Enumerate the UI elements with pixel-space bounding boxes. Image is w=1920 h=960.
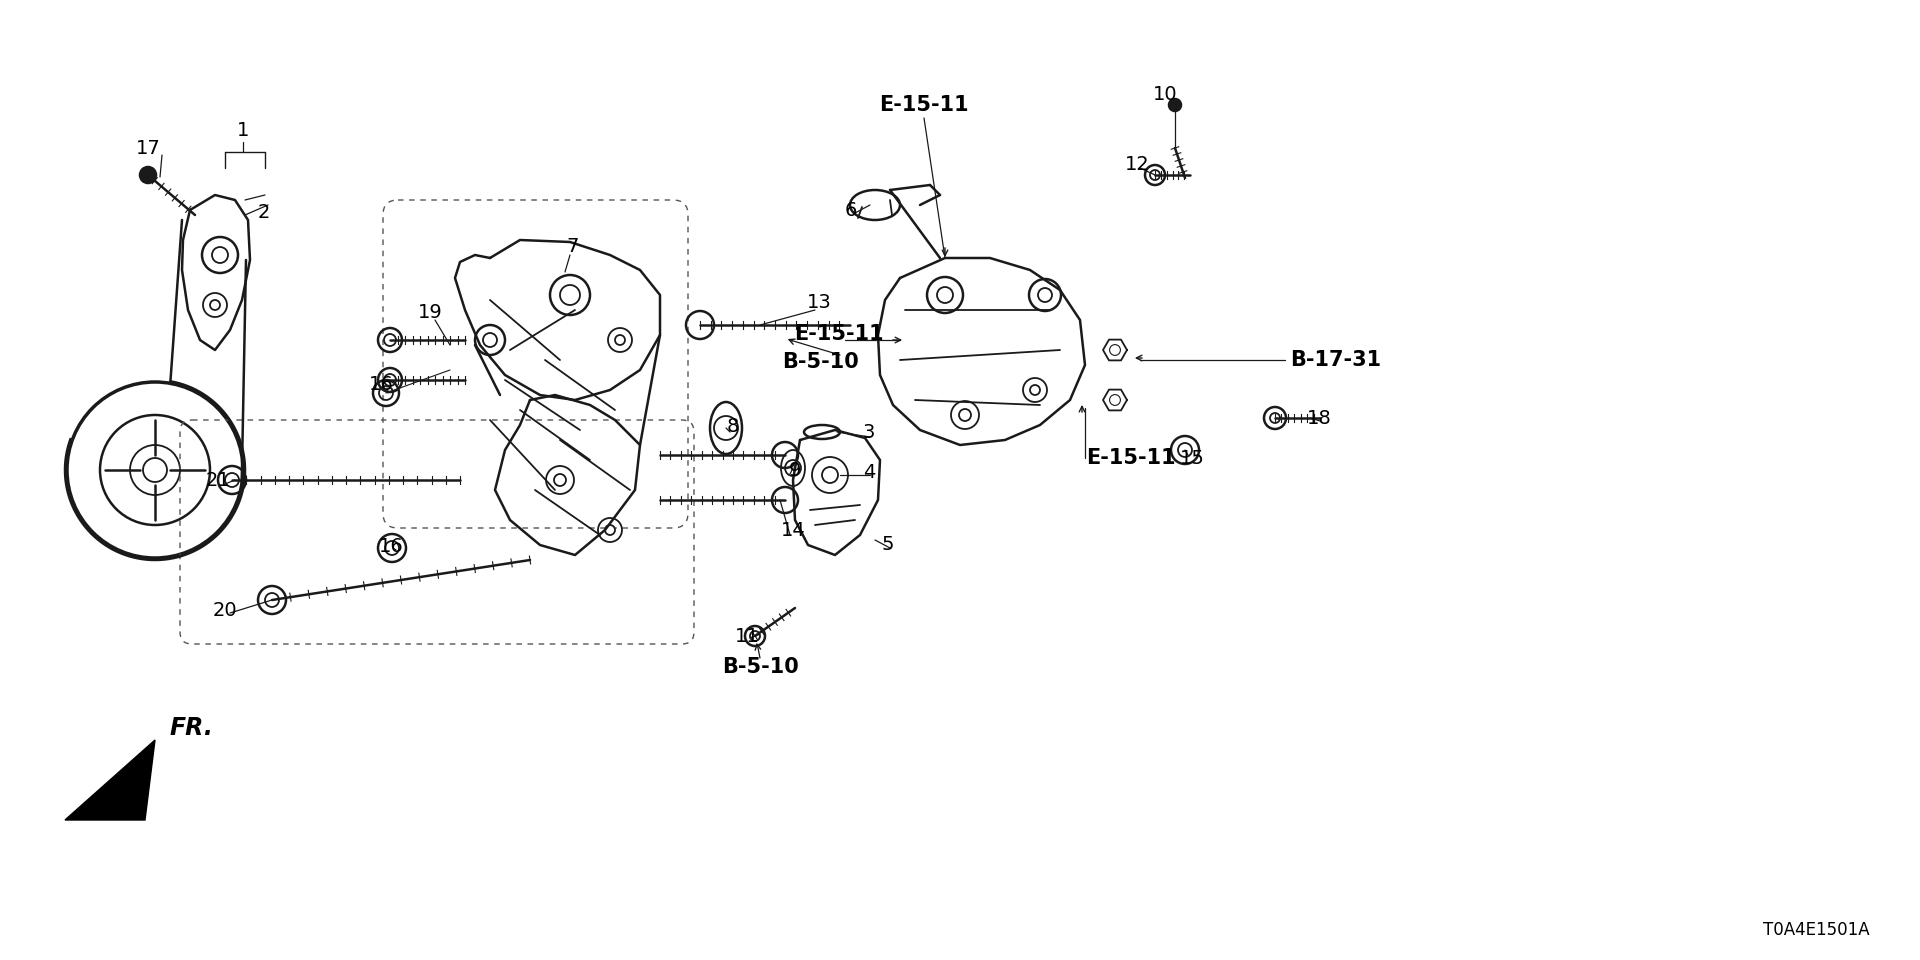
Circle shape <box>1029 385 1041 395</box>
Text: 18: 18 <box>1308 409 1331 427</box>
Text: E-15-11: E-15-11 <box>795 324 883 344</box>
Circle shape <box>958 409 972 421</box>
Text: E-15-11: E-15-11 <box>879 95 970 115</box>
Text: 20: 20 <box>213 601 238 619</box>
Polygon shape <box>65 740 156 820</box>
Circle shape <box>614 335 626 345</box>
Text: 16: 16 <box>369 374 394 394</box>
Text: 6: 6 <box>845 201 856 220</box>
Text: E-15-11: E-15-11 <box>1087 448 1175 468</box>
Text: 9: 9 <box>789 461 801 479</box>
Text: 1: 1 <box>236 121 250 139</box>
Text: 19: 19 <box>419 303 442 323</box>
Circle shape <box>1169 99 1181 111</box>
Circle shape <box>142 458 167 482</box>
Text: B-5-10: B-5-10 <box>722 657 799 677</box>
Text: 13: 13 <box>806 294 831 313</box>
Circle shape <box>555 474 566 486</box>
Text: 14: 14 <box>781 521 804 540</box>
Text: B-17-31: B-17-31 <box>1290 350 1380 370</box>
Text: 8: 8 <box>728 418 739 437</box>
Text: 7: 7 <box>566 237 580 256</box>
Text: 15: 15 <box>1179 448 1204 468</box>
Circle shape <box>140 167 156 183</box>
Text: 10: 10 <box>1152 85 1177 105</box>
Text: 11: 11 <box>735 627 760 645</box>
Text: 16: 16 <box>378 537 403 556</box>
Text: 17: 17 <box>136 138 161 157</box>
Circle shape <box>209 300 221 310</box>
Text: 21: 21 <box>205 470 230 490</box>
Text: T0A4E1501A: T0A4E1501A <box>1763 921 1870 939</box>
Text: 4: 4 <box>862 463 876 482</box>
Circle shape <box>605 525 614 535</box>
Text: 2: 2 <box>257 203 271 222</box>
Text: 5: 5 <box>881 536 895 555</box>
Text: FR.: FR. <box>171 716 213 740</box>
Text: 3: 3 <box>862 423 876 443</box>
Text: 12: 12 <box>1125 156 1150 175</box>
Text: B-5-10: B-5-10 <box>781 352 858 372</box>
